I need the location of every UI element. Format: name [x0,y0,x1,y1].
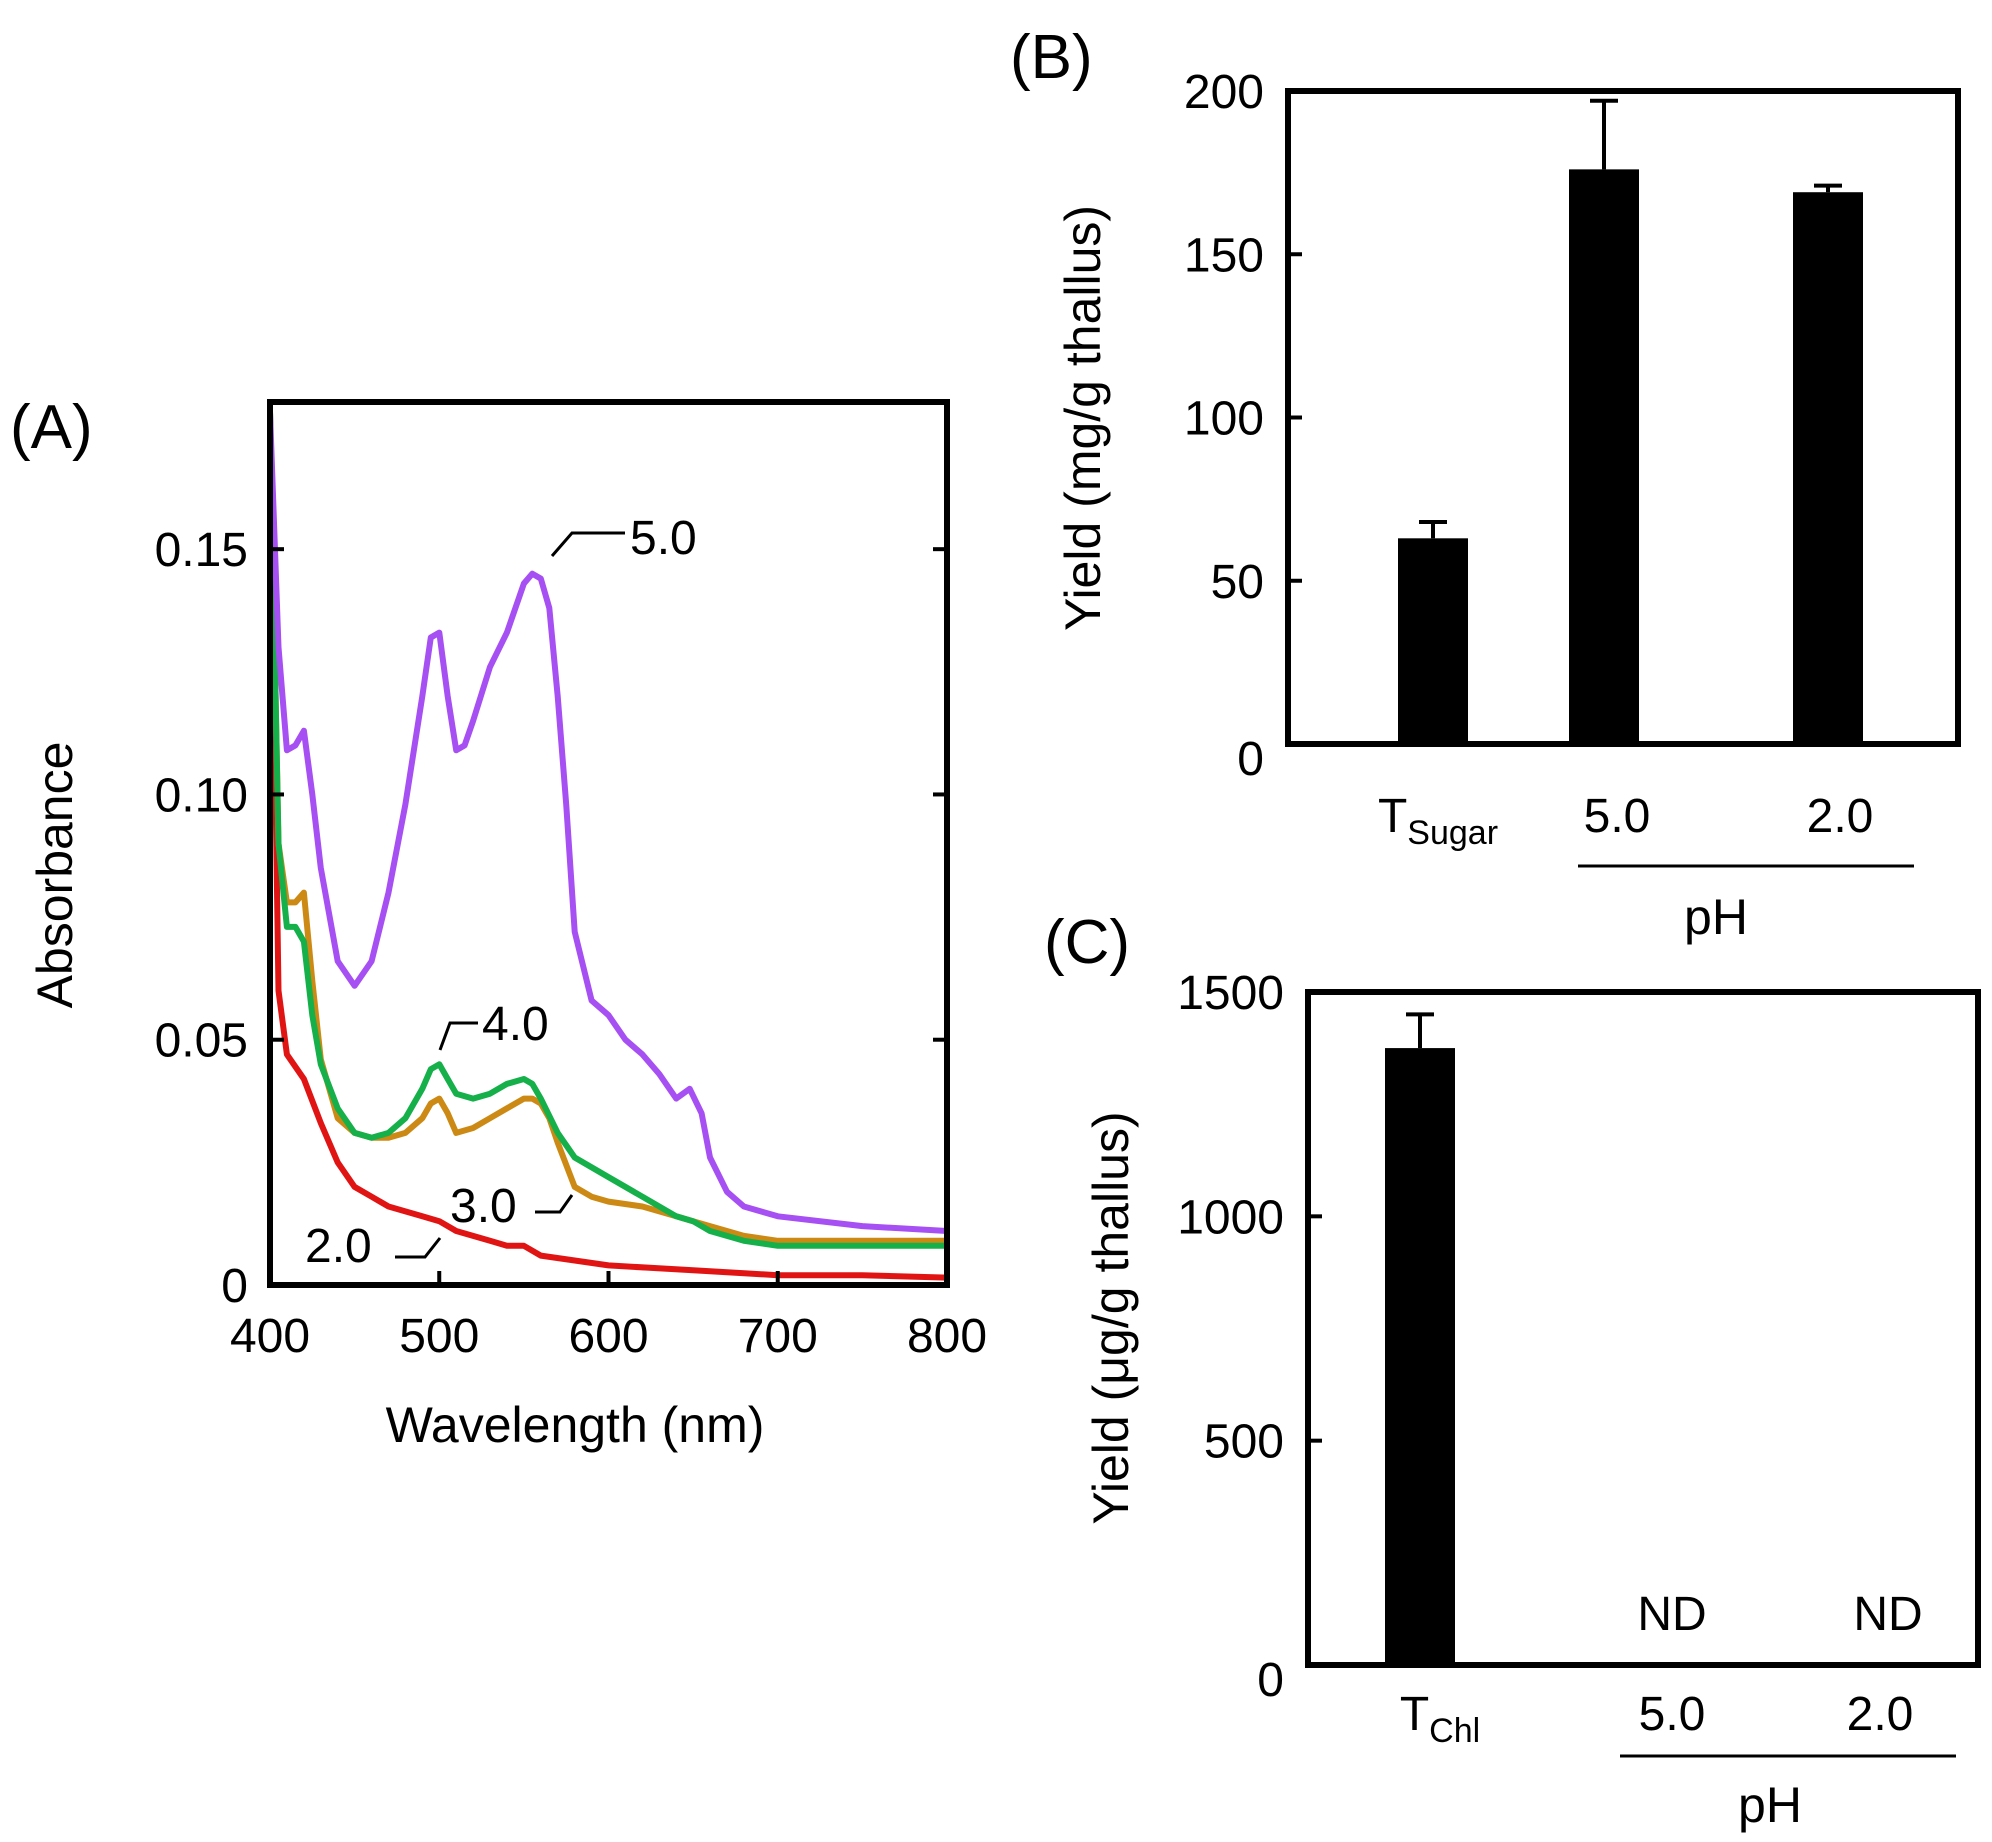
panel-b-y-tick-label: 100 [1184,393,1264,446]
panel-a-curves [267,408,950,1281]
panel-b-category-tsugar-sub: Sugar [1407,814,1498,852]
panel-b-category-tsugar: TSugar [1378,790,1498,852]
panel-b-ph-label: pH [1684,889,1748,945]
panel-c-category-2-0: 2.0 [1847,1688,1914,1741]
panel-b-y-tick-label: 50 [1211,556,1264,609]
panel-a: (A) Absorbance Wavelength (nm) 400 500 600… [10,393,987,1453]
panel-a-ticks: 400 500 600 700 800 0 0.05 0.10 0.15 [155,524,987,1363]
panel-a-frame [267,399,950,1288]
panel-b-category-tsugar-main: T [1378,790,1407,843]
panel-c-nd-5-0: ND [1637,1588,1706,1641]
panel-c: (C) Yield (μg/g thallus) 0 500 1000 1500 ND… [1044,908,1981,1833]
panel-a-label: (A) [10,393,93,462]
panel-b-bar-1 [1569,169,1639,745]
panel-b-frame [1285,88,1961,747]
curve-label-3-0-group: 3.0 [450,1180,574,1233]
curve-label-5-0-group: 5.0 [550,512,697,565]
panel-c-nd-2-0: ND [1853,1588,1922,1641]
y-tick-label: 0 [221,1260,248,1313]
panel-c-y-tick-label: 1000 [1177,1191,1284,1244]
panel-c-y-tick-label: 0 [1257,1654,1284,1707]
panel-a-x-axis-title: Wavelength (nm) [386,1397,765,1453]
panel-c-y-tick-label: 500 [1204,1416,1284,1469]
curve-label-4-0: 4.0 [482,998,549,1051]
y-tick-label: 0.15 [155,524,248,577]
curve-label-4-0-leader [438,1021,478,1051]
panel-b-bar-2 [1793,192,1863,745]
series-line-ph-3-0 [267,408,950,1244]
series-line-ph-4-0 [267,408,950,1249]
panel-b-ticks: 0 50 100 150 200 [1184,66,1302,786]
curve-label-2-0-group: 2.0 [305,1220,442,1273]
panel-c-category-5-0: 5.0 [1639,1688,1706,1741]
series-line-ph-2-0 [267,418,950,1281]
panel-c-category-tchl: TChl [1400,1688,1480,1750]
x-tick-label: 600 [568,1310,648,1363]
panel-c-category-tchl-sub: Chl [1429,1712,1480,1750]
panel-c-ph-label: pH [1738,1777,1802,1833]
y-tick-label: 0.05 [155,1015,248,1068]
panel-b-y-axis-title: Yield (mg/g thallus) [1055,205,1111,631]
x-tick-label: 800 [907,1310,987,1363]
curve-label-5-0: 5.0 [630,512,697,565]
curve-label-3-0: 3.0 [450,1180,517,1233]
panel-b-bar-0 [1398,538,1468,744]
y-tick-label: 0.10 [155,769,248,822]
series-line-ph-5-0 [267,408,950,1234]
curve-label-5-0-leader [550,531,625,557]
curve-label-4-0-group: 4.0 [438,998,549,1051]
panel-c-ticks: 0 500 1000 1500 [1177,967,1322,1707]
panel-c-bar-0 [1385,1048,1455,1665]
panel-c-frame [1305,989,1981,1668]
panel-b-y-tick-label: 0 [1237,733,1264,786]
panel-c-category-tchl-main: T [1400,1688,1429,1741]
panel-b-y-tick-label: 150 [1184,229,1264,282]
panel-b-category-5-0: 5.0 [1584,790,1651,843]
x-tick-label: 500 [399,1310,479,1363]
panel-a-y-axis-title: Absorbance [27,742,83,1009]
panel-c-y-axis-title: Yield (μg/g thallus) [1083,1111,1139,1524]
panel-b: (B) Yield (mg/g thallus) 0 50 100 150 200 TS… [1010,23,1961,945]
curve-label-2-0: 2.0 [305,1220,372,1273]
x-tick-label: 400 [230,1310,310,1363]
panel-c-y-tick-label: 1500 [1177,967,1284,1020]
curve-label-3-0-leader [535,1194,574,1214]
panel-b-bars [1398,98,1863,745]
panel-c-label: (C) [1044,908,1130,977]
panel-b-y-tick-label: 200 [1184,66,1264,119]
panel-b-label: (B) [1010,23,1093,92]
curve-label-2-0-leader [395,1237,442,1259]
panel-c-bars [1385,1012,1455,1665]
x-tick-label: 700 [738,1310,818,1363]
panel-b-category-2-0: 2.0 [1807,790,1874,843]
